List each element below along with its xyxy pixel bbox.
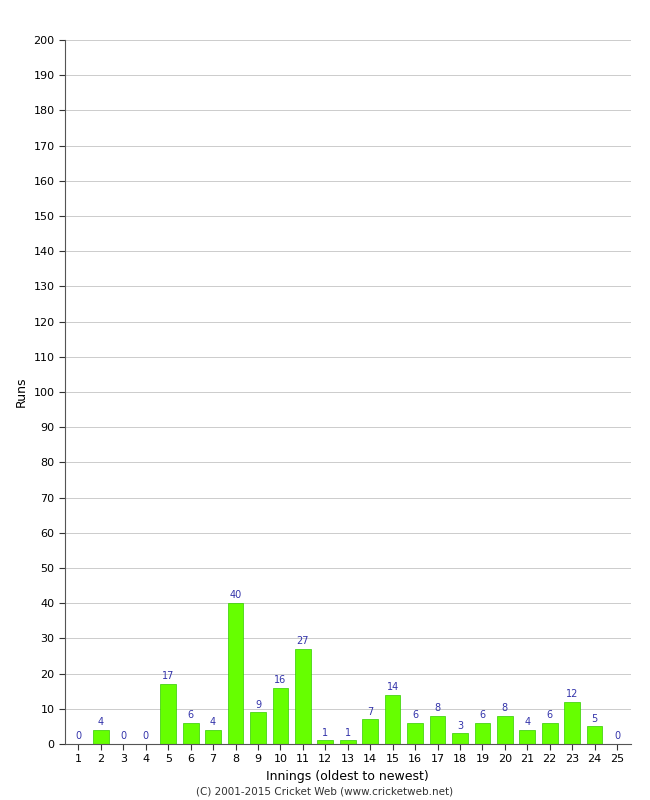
Bar <box>564 702 580 744</box>
Bar <box>317 741 333 744</box>
Text: 0: 0 <box>614 731 620 741</box>
Y-axis label: Runs: Runs <box>15 377 28 407</box>
Text: 8: 8 <box>502 703 508 713</box>
Text: 17: 17 <box>162 671 174 682</box>
Text: 6: 6 <box>412 710 418 720</box>
Text: 12: 12 <box>566 689 578 699</box>
Text: 6: 6 <box>479 710 486 720</box>
Text: 14: 14 <box>387 682 398 692</box>
Bar <box>430 716 445 744</box>
Bar <box>183 723 198 744</box>
Text: 5: 5 <box>592 714 598 723</box>
Text: 27: 27 <box>296 636 309 646</box>
Bar <box>385 694 400 744</box>
Text: 7: 7 <box>367 706 373 717</box>
Text: 0: 0 <box>75 731 81 741</box>
Text: 9: 9 <box>255 699 261 710</box>
Bar <box>519 730 535 744</box>
Bar <box>474 723 490 744</box>
Bar <box>93 730 109 744</box>
Bar <box>161 684 176 744</box>
Text: 4: 4 <box>210 717 216 727</box>
Bar <box>497 716 513 744</box>
Text: 40: 40 <box>229 590 242 600</box>
Text: 1: 1 <box>344 728 351 738</box>
Bar <box>452 734 468 744</box>
Bar <box>272 688 289 744</box>
Text: 4: 4 <box>98 717 104 727</box>
Text: 3: 3 <box>457 721 463 730</box>
Bar <box>227 603 243 744</box>
Text: 0: 0 <box>120 731 126 741</box>
Text: 6: 6 <box>188 710 194 720</box>
Bar <box>205 730 221 744</box>
Text: 1: 1 <box>322 728 328 738</box>
Bar <box>340 741 356 744</box>
Text: 6: 6 <box>547 710 552 720</box>
Text: 8: 8 <box>434 703 441 713</box>
Text: 16: 16 <box>274 675 287 685</box>
Bar <box>295 649 311 744</box>
Bar <box>362 719 378 744</box>
Text: 0: 0 <box>143 731 149 741</box>
Bar <box>250 712 266 744</box>
Text: 4: 4 <box>524 717 530 727</box>
Bar <box>407 723 423 744</box>
Text: (C) 2001-2015 Cricket Web (www.cricketweb.net): (C) 2001-2015 Cricket Web (www.cricketwe… <box>196 786 454 796</box>
X-axis label: Innings (oldest to newest): Innings (oldest to newest) <box>266 770 429 783</box>
Bar <box>542 723 558 744</box>
Bar <box>587 726 603 744</box>
